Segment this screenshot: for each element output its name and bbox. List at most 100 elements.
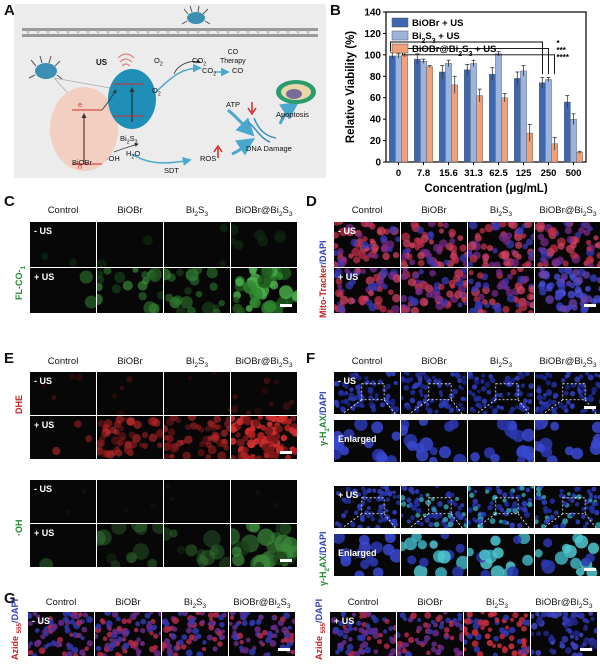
x-tick-label: 0: [396, 168, 401, 179]
column-header: BiOBr@Bi2S3: [539, 205, 597, 218]
ros-label: ROS: [200, 154, 217, 163]
column-header: BiOBr@Bi2S3: [235, 205, 293, 218]
bar: [470, 63, 477, 163]
dna-icon: [247, 117, 277, 143]
micrograph-tile: [28, 612, 94, 656]
micrograph-tile: [231, 480, 297, 523]
electron-label: e: [78, 102, 82, 109]
bar: [438, 71, 446, 163]
micrograph-tile: [30, 416, 96, 459]
bar: [576, 152, 584, 163]
column-header: Control: [351, 356, 383, 367]
column-header: BiOBr@Bi2S3: [539, 356, 597, 369]
micrograph-tile: [464, 612, 530, 656]
row-label: - US: [34, 226, 52, 236]
micrograph-tile: [164, 372, 230, 415]
micrograph-tile: [535, 222, 600, 267]
micrograph-tile: [535, 420, 600, 462]
row-label: + US: [34, 272, 55, 282]
vertical-axis-label: γ-H2AX/DAPI: [318, 531, 331, 586]
apoptosis-cell-icon: [276, 80, 316, 104]
bar: [501, 97, 509, 163]
micrograph-tile: [30, 524, 96, 567]
micrograph-tile: [468, 222, 534, 267]
micrograph-tile: [231, 416, 297, 459]
bar: [401, 54, 408, 163]
o2-label-a: O2: [154, 56, 163, 68]
legend-swatch: [391, 30, 409, 41]
micrograph-tile: [401, 534, 467, 576]
micrograph-tile: [164, 416, 230, 459]
row-label: + US: [338, 490, 359, 500]
micrograph-tile: [30, 222, 96, 267]
nanoparticle-left-icon: [28, 55, 63, 80]
legend-label: BiOBr@Bi2S3 + US: [412, 44, 496, 58]
legend-swatch: [391, 17, 409, 28]
micrograph-tile: [231, 372, 297, 415]
panel-label-e: E: [4, 350, 15, 367]
micrograph-tile: [164, 524, 230, 567]
vertical-axis-label: FL-CO-1: [14, 265, 27, 300]
micrograph-tile: [97, 480, 163, 523]
bar: [570, 118, 577, 163]
schematic: US Bi2S3 BiOBr O2 CO2 O2 CO2 CO CO Thera…: [14, 4, 326, 178]
row-label: + US: [334, 616, 355, 626]
x-tick-label: 62.5: [489, 168, 508, 179]
row-label: - US: [32, 616, 50, 626]
x-tick-label: 15.6: [439, 168, 458, 179]
scale-bar: [278, 648, 290, 651]
significance-mark: *: [557, 39, 561, 48]
row-label: - US: [338, 226, 356, 236]
column-header: Bi2S3: [489, 205, 513, 218]
bar: [538, 82, 546, 163]
y-tick-label: 140: [364, 8, 381, 19]
micrograph-tile: [97, 416, 163, 459]
column-header: Control: [351, 205, 383, 216]
column-header: BiOBr: [117, 205, 143, 216]
bar: [463, 69, 471, 163]
vertical-axis-label: Azide 555/DAPI: [10, 598, 23, 660]
panel-label-b: B: [330, 2, 341, 19]
micrograph-tile: [401, 486, 467, 528]
micrograph-tile: [401, 268, 467, 313]
bar: [413, 58, 421, 163]
x-tick-label: 31.3: [464, 168, 483, 179]
y-axis-label: Relative Viability (%): [345, 31, 357, 143]
micrograph-tile: [164, 268, 230, 313]
co-label: CO: [232, 66, 244, 75]
y-tick-label: 40: [370, 115, 382, 126]
bar: [426, 66, 433, 163]
panel-label-g: G: [4, 590, 16, 607]
micrograph-tile: [30, 372, 96, 415]
legend-label: BiOBr + US: [412, 18, 463, 29]
micrograph-tile: [231, 222, 297, 267]
nanoparticle-top-icon: [181, 5, 211, 25]
column-header: Bi2S3: [489, 356, 513, 369]
micrograph-tile: [334, 222, 400, 267]
micrograph-tile: [162, 612, 228, 656]
micrograph-tile: [30, 268, 96, 313]
micrograph-tile: [164, 222, 230, 267]
micrograph-tile: [330, 612, 396, 656]
co2-label-a: CO2: [192, 56, 207, 68]
scale-bar: [280, 451, 292, 454]
x-tick-label: 7.8: [417, 168, 430, 179]
scale-bar: [280, 304, 292, 307]
column-header: BiOBr: [417, 597, 443, 608]
micrograph-tile: [97, 222, 163, 267]
micrograph-tile: [468, 534, 534, 576]
vertical-axis-label: γ-H2AX/DAPI: [318, 391, 331, 446]
bar: [451, 84, 458, 163]
y-tick-label: 120: [364, 29, 381, 40]
bar: [476, 95, 484, 163]
bar: [513, 78, 521, 163]
micrograph-tile: [468, 372, 534, 414]
scale-bar: [584, 304, 596, 307]
micrograph-tile: [30, 480, 96, 523]
column-header: BiOBr@Bi2S3: [233, 597, 291, 610]
significance-mark: ****: [557, 53, 570, 62]
column-header: Bi2S3: [183, 597, 207, 610]
panel-label-a: A: [4, 2, 15, 19]
viability-chart: 0 20 40 60 80 100 120 140 Relative Viability (%)…: [330, 4, 600, 195]
bar: [488, 73, 496, 163]
